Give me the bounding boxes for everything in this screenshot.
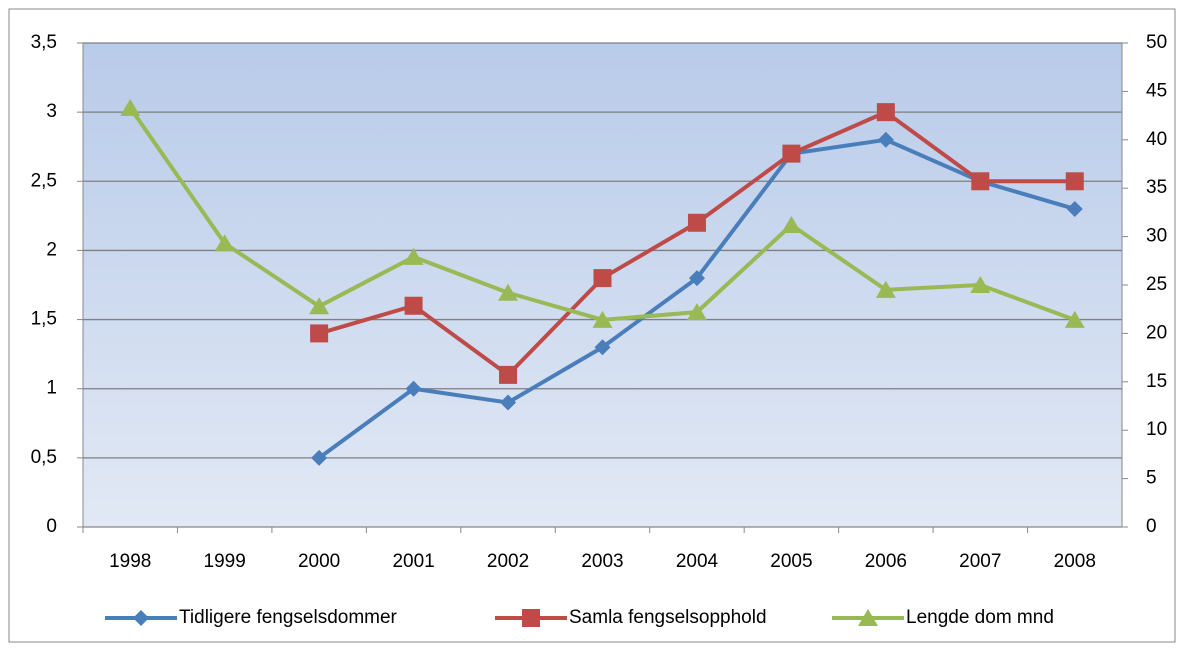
- y-tick-label: 2: [46, 239, 57, 260]
- y2-tick-label: 20: [1146, 322, 1167, 343]
- point-marker: [688, 270, 705, 287]
- x-tick-label: 2001: [392, 551, 434, 572]
- y2-tick-label: 10: [1146, 419, 1167, 440]
- y-tick-label: 3: [46, 101, 57, 122]
- point-marker: [971, 172, 990, 191]
- x-tick-label: 2003: [581, 551, 623, 572]
- point-marker: [120, 98, 141, 116]
- y-tick-label: 1,5: [31, 309, 57, 330]
- y-tick-label: 0,5: [31, 447, 57, 468]
- point-marker: [500, 394, 517, 411]
- x-tick-label: 2006: [865, 551, 907, 572]
- point-marker: [594, 339, 611, 356]
- point-marker: [686, 303, 707, 321]
- point-marker: [877, 131, 894, 148]
- point-marker: [876, 103, 895, 122]
- y-tick-label: 0: [46, 516, 57, 537]
- x-tick-label: 2007: [959, 551, 1001, 572]
- y-tick-label: 1: [46, 378, 57, 399]
- point-marker: [405, 380, 422, 397]
- point-marker: [781, 215, 802, 233]
- point-marker: [875, 280, 896, 298]
- y2-tick-label: 40: [1146, 129, 1167, 150]
- point-marker: [687, 213, 706, 232]
- y2-tick-label: 35: [1146, 177, 1167, 198]
- point-marker: [311, 449, 328, 466]
- point-marker: [592, 310, 613, 328]
- x-tick-label: 2000: [298, 551, 340, 572]
- legend-marker: [522, 609, 540, 627]
- point-marker: [1064, 310, 1085, 328]
- point-marker: [782, 144, 801, 163]
- point-marker: [309, 297, 330, 315]
- x-tick-label: 2004: [676, 551, 719, 572]
- y2-tick-label: 15: [1146, 371, 1167, 392]
- y2-tick-label: 25: [1146, 274, 1167, 295]
- point-marker: [593, 269, 612, 288]
- legend-marker: [858, 609, 878, 626]
- y-tick-label: 2,5: [31, 170, 57, 191]
- point-marker: [499, 365, 518, 384]
- y2-tick-label: 5: [1146, 468, 1157, 489]
- point-marker: [404, 296, 423, 315]
- y2-tick-label: 0: [1146, 516, 1157, 537]
- x-tick-label: 2002: [487, 551, 529, 572]
- legend-marker: [133, 610, 149, 626]
- y2-tick-label: 45: [1146, 80, 1167, 101]
- y-tick-label: 3,5: [31, 32, 57, 53]
- point-marker: [970, 276, 991, 293]
- point-marker: [1066, 200, 1083, 217]
- x-tick-label: 1999: [204, 551, 246, 572]
- point-marker: [403, 247, 424, 265]
- legend-label: Lengde dom mnd: [906, 607, 1054, 628]
- legend-label: Samla fengselsopphold: [569, 607, 767, 628]
- y2-tick-label: 30: [1146, 226, 1167, 247]
- point-marker: [214, 234, 235, 252]
- point-marker: [310, 324, 329, 343]
- legend-label: Tidligere fengselsdommer: [179, 607, 398, 628]
- x-tick-label: 2008: [1054, 551, 1096, 572]
- x-tick-label: 2005: [770, 551, 812, 572]
- point-marker: [1065, 172, 1084, 191]
- x-tick-label: 1998: [109, 551, 151, 572]
- y2-tick-label: 50: [1146, 32, 1167, 53]
- point-marker: [498, 283, 519, 301]
